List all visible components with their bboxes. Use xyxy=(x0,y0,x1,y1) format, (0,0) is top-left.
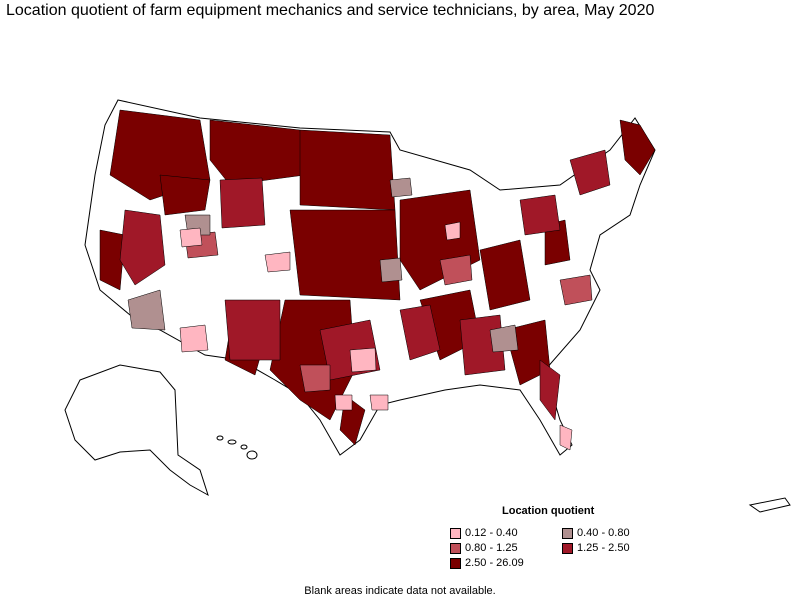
legend-swatch xyxy=(562,542,573,554)
map-legend: Location quotient 0.12 - 0.40 0.40 - 0.8… xyxy=(450,505,690,569)
legend-item-0-80-1-25: 0.80 - 1.25 xyxy=(450,542,562,554)
legend-label: 2.50 - 26.09 xyxy=(465,557,524,569)
legend-swatch xyxy=(450,542,461,554)
regions-lq-0-12-0-40 xyxy=(179,221,573,451)
legend-item-1-25-2-50: 1.25 - 2.50 xyxy=(562,542,674,554)
data-availability-note: Blank areas indicate data not available. xyxy=(304,585,496,597)
legend-label: 0.80 - 1.25 xyxy=(465,542,518,554)
regions-lq-0-40-0-80 xyxy=(127,177,519,353)
legend-item-0-12-0-40: 0.12 - 0.40 xyxy=(450,527,562,539)
legend-item-2-50-26-09: 2.50 - 26.09 xyxy=(450,557,562,569)
map-title: Location quotient of farm equipment mech… xyxy=(6,2,655,19)
regions-lq-0-80-1-25 xyxy=(184,231,593,393)
legend-swatch xyxy=(450,527,461,539)
legend-swatch xyxy=(450,557,461,569)
legend-label: 0.12 - 0.40 xyxy=(465,527,518,539)
legend-label: 1.25 - 2.50 xyxy=(577,542,630,554)
alaska-outline xyxy=(64,364,209,497)
regions-lq-1-25-2-50 xyxy=(119,149,611,421)
legend-item-0-40-0-80: 0.40 - 0.80 xyxy=(562,527,674,539)
legend-swatch xyxy=(562,527,573,539)
hawaii-islands xyxy=(216,435,258,460)
legend-label: 0.40 - 0.80 xyxy=(577,527,630,539)
puerto-rico-outline xyxy=(748,497,791,513)
regions-lq-2-50-26-09 xyxy=(99,109,656,446)
legend-title: Location quotient xyxy=(502,505,595,517)
